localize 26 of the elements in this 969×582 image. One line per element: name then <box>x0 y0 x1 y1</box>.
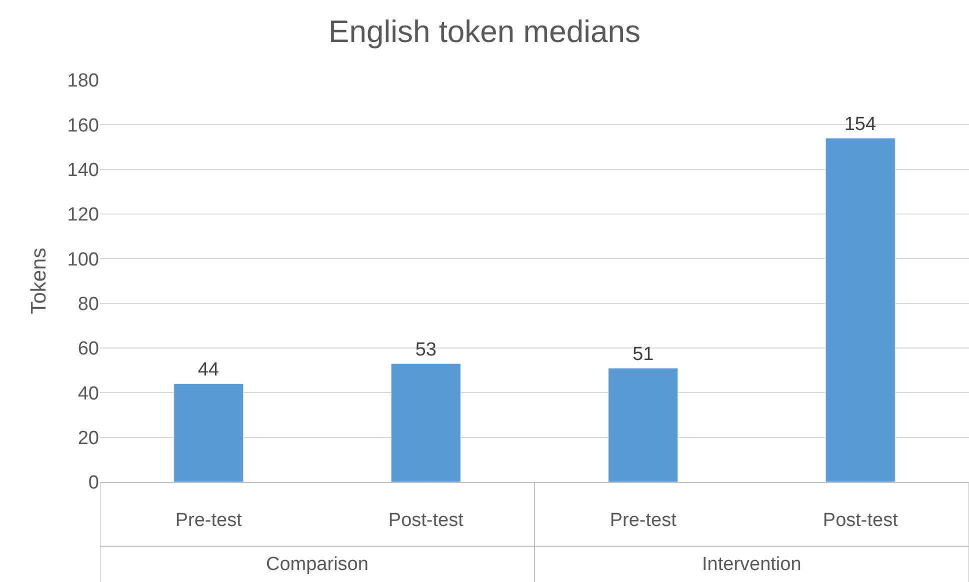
data-label: 51 <box>632 344 654 366</box>
x-tick-label: Pre-test <box>175 510 243 531</box>
x-tick-label: Pre-test <box>610 510 678 531</box>
bar <box>825 138 896 482</box>
chart-title: English token medians <box>328 14 640 50</box>
x-tick-label: Post-test <box>822 510 899 531</box>
text: Intervention <box>702 554 802 575</box>
bar <box>608 368 678 482</box>
data-label: 53 <box>415 340 436 361</box>
y-axis-title: Tokens <box>27 248 50 314</box>
x-tick-label: Post-test <box>388 510 464 531</box>
data-label: 44 <box>198 360 220 381</box>
y-tick-label: 20 <box>78 428 99 449</box>
y-tick-label: 80 <box>78 294 99 315</box>
y-tick-label: 160 <box>67 115 99 136</box>
data-label: 154 <box>844 114 876 136</box>
y-tick-label: 60 <box>78 338 99 360</box>
bar <box>174 383 244 482</box>
bar <box>390 363 461 482</box>
y-tick-label: 140 <box>67 160 99 181</box>
y-tick-label: 100 <box>67 249 99 270</box>
y-tick-label: 120 <box>67 204 99 226</box>
y-tick-label: 40 <box>78 383 99 404</box>
y-tick-label: 180 <box>67 70 99 92</box>
y-tick-label: 0 <box>88 472 99 494</box>
text: Comparison <box>266 554 368 575</box>
